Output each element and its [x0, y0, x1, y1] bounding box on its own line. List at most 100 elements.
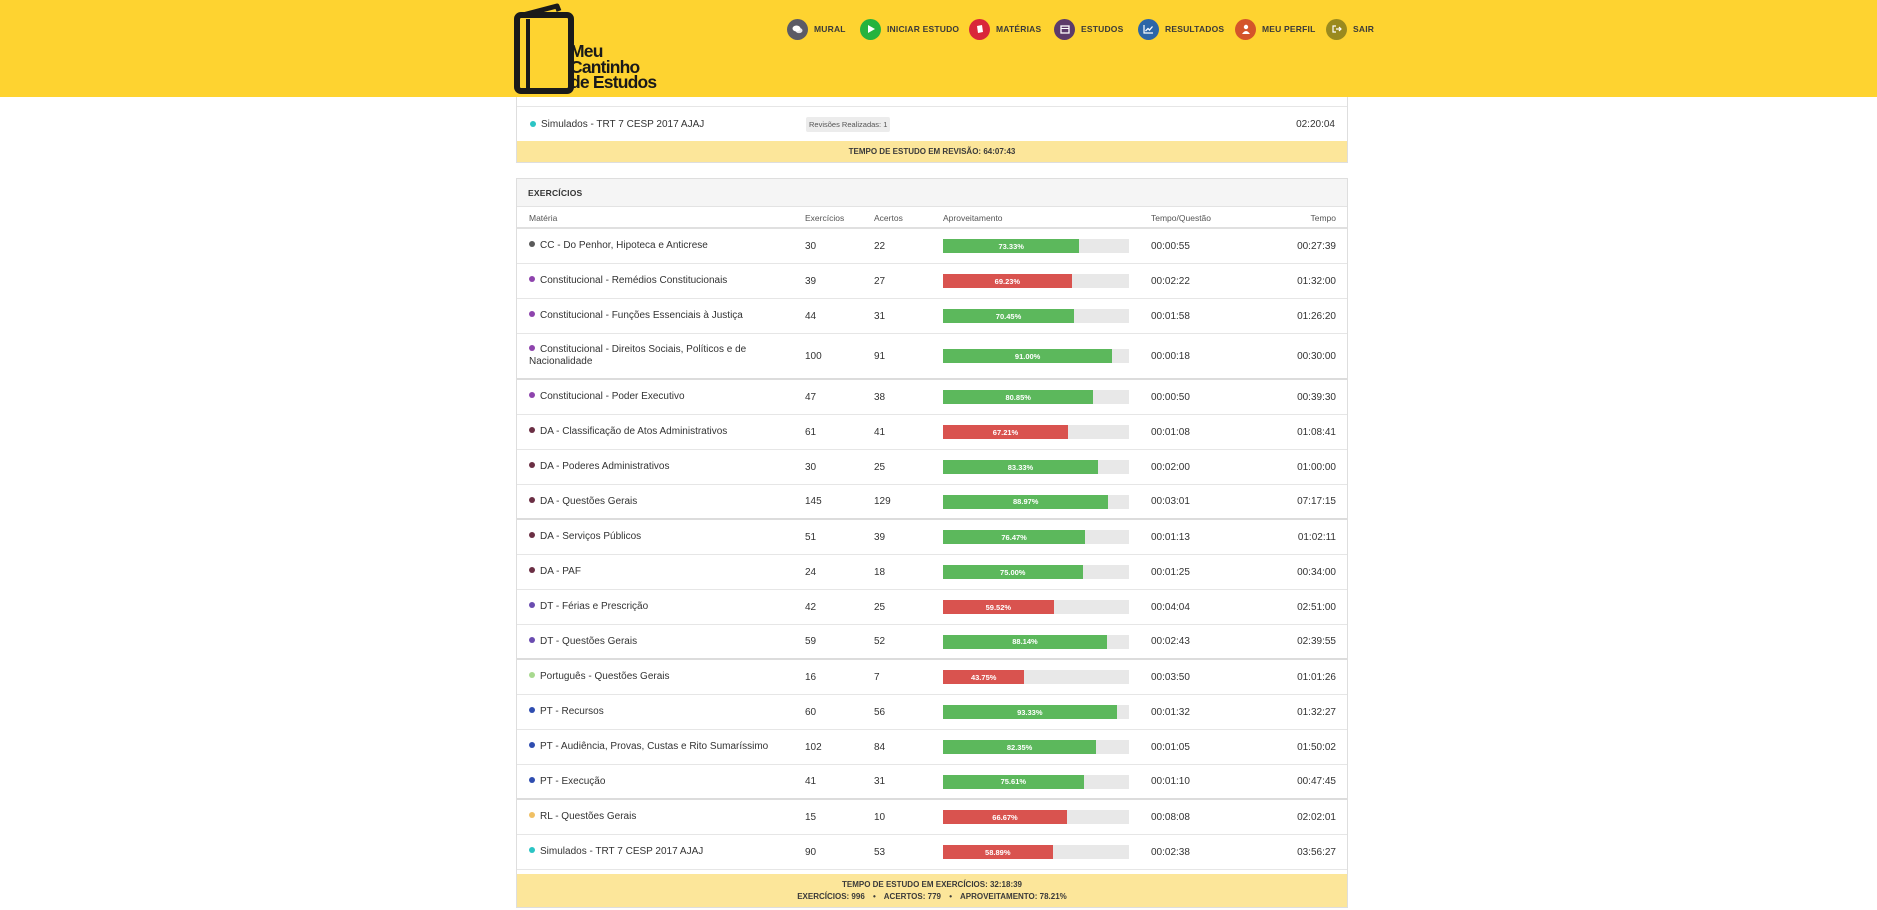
subject-dot-icon [529, 742, 535, 748]
tempo: 01:32:27 [1297, 706, 1336, 718]
subject-cell: CC - Do Penhor, Hipoteca e Anticrese [529, 229, 769, 263]
aproveitamento-cell: 80.85% [943, 380, 1129, 414]
progress-label: 43.75% [970, 672, 997, 682]
exercicios-count: 15 [805, 811, 817, 823]
progress-track: 88.14% [943, 634, 1129, 649]
progress-track: 75.61% [943, 774, 1129, 789]
table-row[interactable]: Constitucional - Remédios Constitucionai… [517, 264, 1347, 299]
acertos-count: 7 [874, 671, 880, 683]
tempo: 01:32:00 [1297, 275, 1336, 287]
subject-name: DA - Classificação de Atos Administrativ… [540, 426, 728, 437]
progress-track: 66.67% [943, 810, 1129, 824]
table-row[interactable]: Português - Questões Gerais 16 7 43.75% 00:0… [517, 660, 1347, 695]
table-row[interactable]: DA - Questões Gerais 145 129 88.97% 00:03:01… [517, 485, 1347, 520]
nav-resultados[interactable]: RESULTADOS [1138, 18, 1224, 40]
table-row[interactable]: Constitucional - Poder Executivo 47 38 80.8… [517, 380, 1347, 415]
total-time: TEMPO DE ESTUDO EM EXERCÍCIOS: 32:18:39 [841, 880, 1023, 889]
tempo: 00:47:45 [1297, 776, 1336, 787]
exercicios-count: 90 [805, 846, 817, 858]
subject-cell: DA - PAF [529, 555, 769, 589]
subject-cell: DT - Questões Gerais [529, 625, 769, 658]
aproveitamento-cell: 59.52% [943, 590, 1129, 624]
exercicios-count: 145 [805, 496, 822, 507]
progress-track: 80.85% [943, 390, 1129, 404]
separator: • [949, 892, 953, 901]
acertos-count: 56 [874, 706, 886, 718]
subject-cell: DA - Questões Gerais [529, 485, 769, 518]
table-row[interactable]: Simulados - TRT 7 CESP 2017 AJAJ 90 53 58.8… [517, 835, 1347, 870]
progress-label: 70.45% [995, 311, 1022, 321]
nav-iniciar-estudo[interactable]: INICIAR ESTUDO [860, 18, 959, 40]
table-row[interactable]: DA - Serviços Públicos 51 39 76.47% 00:01:13… [517, 520, 1347, 555]
subject-name: Constitucional - Funções Essenciais à Ju… [540, 310, 743, 321]
table-row[interactable]: DA - Classificação de Atos Administrativ… [517, 415, 1347, 450]
subject-cell: DA - Serviços Públicos [529, 520, 769, 554]
tempo: 02:02:01 [1297, 811, 1336, 823]
acertos-count: 25 [874, 601, 886, 613]
table-row[interactable]: DA - Poderes Administrativos 30 25 83.33% 00… [517, 450, 1347, 485]
tempo-questao: 00:03:50 [1151, 671, 1190, 683]
table-row[interactable]: DT - Férias e Prescrição 42 25 59.52% 00:04:… [517, 590, 1347, 625]
progress-track: 69.23% [943, 274, 1129, 288]
progress-fill: 70.45% [943, 309, 1075, 323]
tempo: 00:30:00 [1297, 350, 1336, 362]
progress-track: 76.47% [943, 530, 1129, 544]
table-row[interactable]: RL - Questões Gerais 15 10 66.67% 00:08:08 02… [517, 800, 1347, 835]
subject-cell: Constitucional - Poder Executivo [529, 380, 769, 414]
exercicios-count: 42 [805, 601, 817, 613]
subject-cell: Simulados - TRT 7 CESP 2017 AJAJ [529, 835, 769, 869]
aproveitamento-cell: 93.33% [943, 695, 1129, 729]
exercicios-count: 16 [805, 671, 817, 683]
nav-meu-perfil[interactable]: MEU PERFIL [1235, 18, 1315, 40]
subject-dot-icon [529, 311, 535, 317]
progress-fill: 76.47% [943, 530, 1086, 544]
logo[interactable]: Meu Cantinho de Estudos [513, 2, 673, 96]
aproveitamento-cell: 70.45% [943, 299, 1129, 333]
progress-track: 93.33% [943, 705, 1129, 719]
tempo-questao: 00:01:13 [1151, 531, 1190, 543]
table-row[interactable]: Constitucional - Direitos Sociais, Polít… [517, 334, 1347, 380]
subject-cell: DA - Poderes Administrativos [529, 450, 769, 484]
subject-dot-icon [529, 812, 535, 818]
subject-dot-icon [529, 462, 535, 468]
progress-label: 76.47% [1001, 532, 1027, 542]
subject-cell: RL - Questões Gerais [529, 800, 769, 834]
table-row[interactable]: Constitucional - Funções Essenciais à Ju… [517, 299, 1347, 334]
revisoes-badge: Revisões Realizadas: 1 [806, 116, 891, 132]
aproveitamento-cell: 43.75% [943, 660, 1129, 694]
table-row[interactable]: PT - Execução 41 31 75.61% 00:01:10 00:47:45 [517, 765, 1347, 800]
nav-materias[interactable]: MATÉRIAS [969, 18, 1041, 40]
acertos-count: 53 [874, 846, 886, 858]
book-icon [969, 18, 990, 40]
table-row[interactable]: PT - Audiência, Provas, Custas e Rito Su… [517, 730, 1347, 765]
progress-fill: 82.35% [943, 740, 1097, 754]
table-row[interactable]: DA - PAF 24 18 75.00% 00:01:25 00:34:00 [517, 555, 1347, 590]
tempo: 02:51:00 [1297, 601, 1336, 613]
tempo-questao: 00:02:00 [1151, 461, 1190, 473]
progress-track: 88.97% [943, 494, 1129, 509]
tempo-questao: 00:02:22 [1151, 275, 1190, 287]
progress-label: 82.35% [1006, 742, 1033, 752]
col-tempo: Tempo [1310, 213, 1336, 223]
subject-name: Constitucional - Remédios Constitucionai… [540, 275, 728, 286]
table-row[interactable]: PT - Recursos 60 56 93.33% 00:01:32 01:32:27 [517, 695, 1347, 730]
nav-mural[interactable]: MURAL [787, 18, 846, 40]
aproveitamento-cell: 73.33% [943, 229, 1129, 263]
progress-fill: 43.75% [943, 670, 1025, 684]
table-row[interactable]: CC - Do Penhor, Hipoteca e Anticrese 30 22… [517, 229, 1347, 264]
progress-track: 73.33% [943, 239, 1129, 253]
separator: • [873, 892, 876, 901]
subject-dot-icon [529, 532, 535, 538]
aproveitamento-cell: 82.35% [943, 730, 1129, 764]
tempo-questao: 00:02:43 [1151, 636, 1190, 647]
table-row[interactable]: DT - Questões Gerais 59 52 88.14% 00:02:43 02… [517, 625, 1347, 660]
nav-estudos[interactable]: ESTUDOS [1054, 18, 1124, 40]
subject-cell: PT - Execução [529, 765, 769, 798]
exercicios-count: 47 [805, 391, 817, 403]
acertos-count: 39 [874, 531, 886, 543]
tempo: 01:50:02 [1297, 741, 1336, 753]
nav-sair[interactable]: SAIR [1326, 18, 1374, 40]
tempo-questao: 00:03:01 [1151, 496, 1190, 507]
tempo-questao: 00:01:58 [1151, 310, 1190, 322]
tempo-questao: 00:01:08 [1151, 426, 1190, 438]
